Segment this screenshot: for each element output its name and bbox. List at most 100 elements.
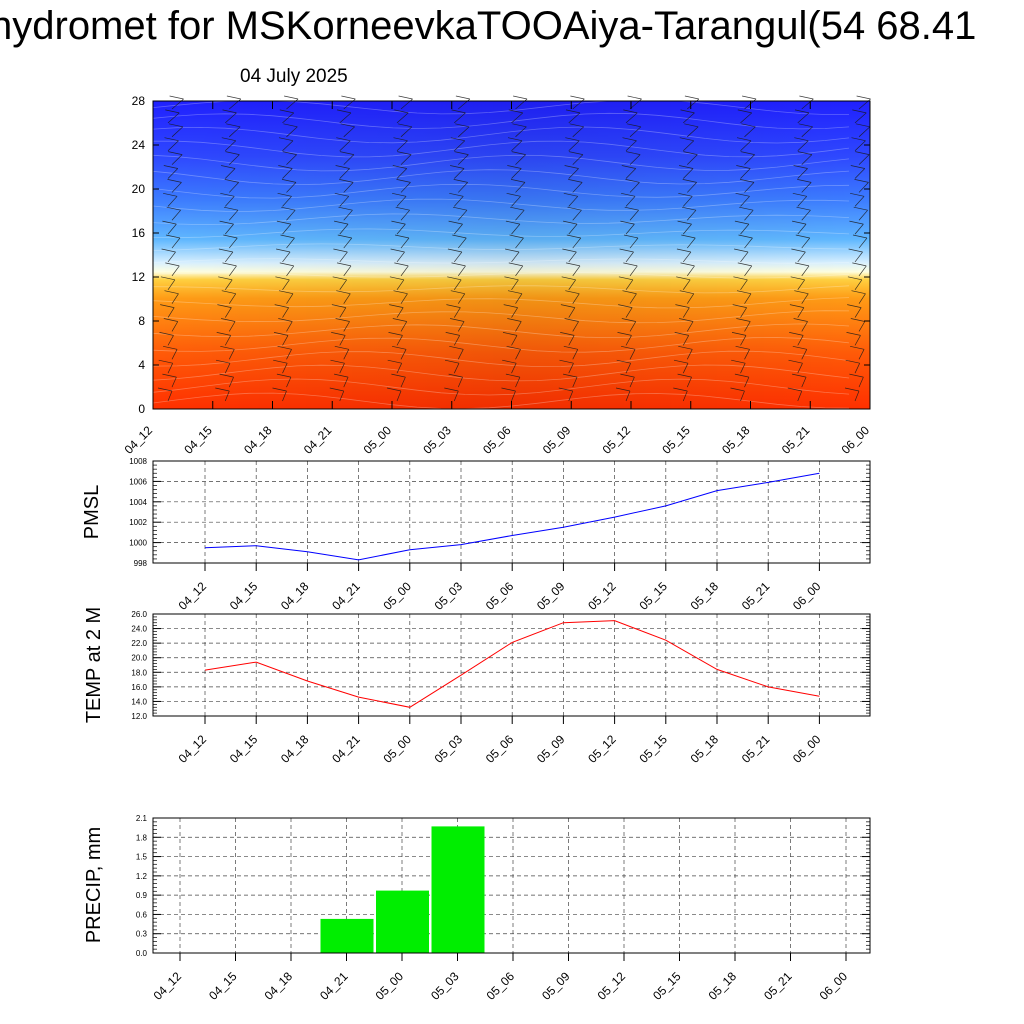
wind-barb: [215, 387, 230, 402]
precip-y-tick-label: 0.9: [136, 891, 148, 900]
wind-barb: [739, 179, 755, 193]
wind-barb: [163, 192, 178, 207]
wind-barb: [392, 165, 408, 179]
heatmap-contour: [152, 364, 850, 382]
temp-line: [204, 620, 820, 708]
pmsl-y-tick-label: 998: [134, 559, 148, 568]
wind-barb: [733, 276, 748, 290]
wind-barb: [504, 276, 519, 290]
wind-barb: [798, 123, 813, 138]
heatmap-panel: 0 4 8 12 16 20 24 28 04_12 04_15 04_18 04_21 05_00 05…: [122, 94, 873, 457]
wind-barb: [157, 387, 173, 402]
temp-x-tick-label: 05_12: [585, 732, 619, 766]
wind-barb: [793, 318, 808, 332]
precip-y-tick-label: 0.0: [136, 949, 148, 958]
pmsl-x-tick-label: 05_03: [432, 579, 466, 613]
wind-barb: [158, 359, 174, 374]
heatmap-x-tick-label: 04_15: [181, 423, 215, 457]
wind-barb: [675, 304, 690, 318]
wind-barb: [560, 304, 576, 318]
heatmap-contour: [152, 323, 850, 339]
wind-barb: [561, 276, 576, 290]
wind-barb: [850, 192, 865, 207]
precip-grid: [153, 818, 870, 953]
heatmap-y-tick-label: 8: [138, 314, 145, 328]
wind-barb: [278, 165, 293, 179]
wind-barb: [226, 123, 241, 138]
temp-x-tick-label: 05_09: [534, 732, 568, 766]
wind-barb: [795, 234, 811, 249]
wind-barb: [850, 165, 866, 179]
wind-barb: [276, 373, 292, 388]
wind-barb: [677, 220, 692, 235]
heatmap-contour: [152, 337, 850, 353]
wind-barb: [618, 304, 633, 318]
wind-barb: [851, 290, 866, 304]
wind-barb: [626, 151, 641, 165]
wind-barb: [736, 290, 752, 304]
wind-barb: [852, 262, 867, 277]
wind-barb: [339, 179, 354, 193]
wind-barb: [331, 304, 347, 318]
wind-barb: [796, 206, 811, 221]
wind-barb: [563, 345, 579, 360]
wind-barb: [164, 290, 179, 304]
wind-barb: [683, 151, 698, 165]
wind-barb: [217, 304, 232, 318]
wind-barb: [563, 220, 578, 235]
heatmap-y-tick-label: 16: [132, 226, 146, 240]
wind-barb: [676, 276, 691, 290]
wind-barb: [793, 165, 808, 179]
wind-barb: [739, 206, 754, 221]
wind-barb: [569, 123, 584, 138]
wind-barb: [623, 109, 638, 124]
wind-barb: [334, 192, 350, 207]
wind-barb: [505, 373, 521, 388]
precip-x-tick-label: 05_06: [484, 969, 518, 1003]
pmsl-x-tick-label: 05_12: [585, 579, 619, 613]
wind-barb: [283, 123, 298, 138]
wind-barb: [846, 332, 861, 346]
temp-x-tick-label: 05_21: [739, 732, 773, 766]
heatmap-contour: [152, 285, 850, 294]
wind-barb: [389, 276, 405, 290]
wind-barb: [681, 234, 696, 249]
pmsl-grid: [153, 461, 870, 563]
wind-barb: [338, 206, 353, 221]
wind-barb: [618, 276, 634, 290]
wind-barb: [619, 248, 634, 263]
wind-barb: [277, 192, 292, 207]
precip-x-tick-label: 05_09: [539, 969, 573, 1003]
temp-grid: [153, 614, 870, 716]
heatmap-contour: [152, 112, 850, 130]
wind-barb: [623, 262, 638, 277]
wind-barb: [274, 304, 289, 318]
wind-barb: [161, 248, 176, 263]
wind-barb: [509, 234, 524, 249]
pmsl-y-tick-label: 1002: [129, 518, 147, 527]
wind-barb: [734, 248, 749, 263]
pmsl-x-tick-label: 06_00: [790, 579, 824, 613]
wind-barb: [220, 345, 235, 360]
wind-barb: [272, 387, 287, 402]
precip-axes: 0.0 0.3 0.6 0.9 1.2 1.5 1.8 2.1 04_12 04_15 04_18 0…: [136, 814, 870, 1003]
wind-barb: [449, 345, 464, 360]
wind-barb: [626, 123, 642, 138]
wind-barb: [163, 165, 179, 179]
precip-y-tick-label: 1.8: [136, 833, 148, 842]
wind-barb: [564, 165, 579, 179]
wind-barb: [792, 192, 808, 207]
temp-x-tick-label: 05_06: [483, 732, 517, 766]
wind-barb: [223, 206, 239, 221]
heatmap-x-tick-label: 05_12: [600, 423, 634, 457]
wind-barb: [445, 332, 461, 346]
heatmap-x-tick-label: 05_15: [659, 423, 693, 457]
wind-barb: [558, 387, 574, 402]
wind-barb: [563, 192, 579, 207]
wind-barb: [340, 123, 355, 138]
wind-barb: [681, 206, 697, 221]
wind-barb: [221, 318, 236, 332]
wind-barb: [336, 262, 352, 277]
temp-panel: 12.0 14.0 16.0 18.0 20.0 22.0 24.0 26.0 04_12 04_…: [83, 607, 871, 766]
wind-barb: [794, 137, 809, 151]
